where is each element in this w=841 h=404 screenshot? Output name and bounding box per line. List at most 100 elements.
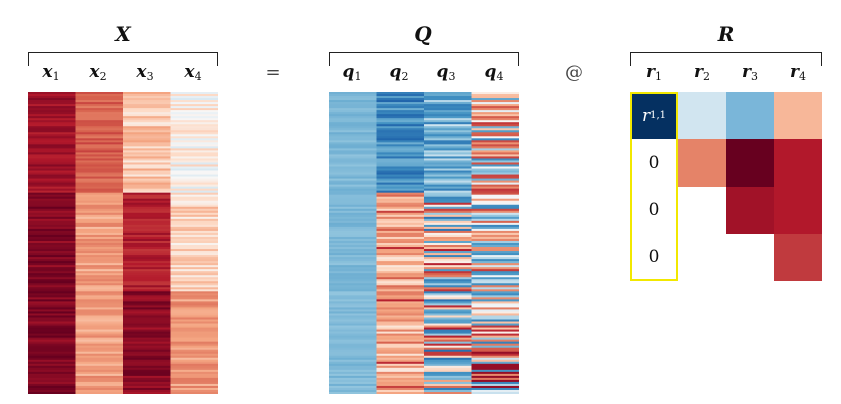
q-heatmap-stripe <box>329 295 377 298</box>
q-heatmap-stripe <box>424 305 472 308</box>
x-heatmap-stripe <box>28 220 76 224</box>
q-heatmap-stripe <box>329 214 377 218</box>
q-heatmap-stripe <box>471 150 519 153</box>
q-heatmap-stripe <box>329 198 377 202</box>
x-heatmap-stripe <box>75 341 124 345</box>
x-heatmap-stripe <box>28 297 76 300</box>
q-heatmap-stripe <box>329 243 377 246</box>
x-heatmap-stripe <box>123 353 171 357</box>
q-heatmap-stripe <box>471 174 519 177</box>
q-heatmap-stripe <box>329 168 377 171</box>
q-heatmap-stripe <box>329 200 377 204</box>
x-heatmap-stripe <box>170 168 218 171</box>
x-heatmap-stripe <box>75 214 124 218</box>
q-heatmap-stripe <box>376 144 425 147</box>
x-heatmap-stripe <box>170 118 218 121</box>
x-heatmap-stripe <box>28 210 76 214</box>
q-heatmap-stripe <box>424 369 472 373</box>
q-heatmap-stripe <box>376 373 425 377</box>
x-heatmap-stripe <box>28 176 76 179</box>
q-heatmap-stripe <box>471 377 519 381</box>
x-heatmap-stripe <box>123 259 171 262</box>
q-heatmap-stripe <box>376 92 425 95</box>
x-heatmap-stripe <box>123 391 171 394</box>
q-heatmap-stripe <box>471 240 519 244</box>
q-heatmap-stripe <box>376 224 425 228</box>
q-heatmap-stripe <box>376 289 425 292</box>
x-heatmap-stripe <box>123 180 171 183</box>
q-heatmap-stripe <box>329 389 377 393</box>
q-heatmap-stripe <box>424 192 472 196</box>
x-heatmap-stripe <box>28 261 76 264</box>
x-heatmap-stripe <box>170 238 218 242</box>
x-heatmap-stripe <box>123 228 171 232</box>
q-heatmap-stripe <box>471 134 519 137</box>
x-heatmap-stripe <box>170 104 218 107</box>
q-heatmap-stripe <box>471 345 519 349</box>
x-heatmap-stripe <box>75 124 124 127</box>
q-heatmap-stripe <box>376 335 425 339</box>
x-heatmap-stripe <box>75 317 124 320</box>
q-heatmap-stripe <box>329 259 377 262</box>
q-heatmap-stripe <box>376 158 425 161</box>
q-heatmap-stripe <box>329 126 377 129</box>
x-heatmap-stripe <box>75 313 124 316</box>
x-heatmap-stripe <box>123 190 171 194</box>
x-heatmap-stripe <box>170 122 218 125</box>
q-heatmap-stripe <box>329 261 377 264</box>
x-heatmap-stripe <box>28 144 76 147</box>
x-heatmap-stripe <box>75 353 124 357</box>
q-heatmap-stripe <box>329 136 377 139</box>
q-heatmap-stripe <box>471 230 519 234</box>
q-heatmap-stripe <box>376 287 425 290</box>
x-heatmap-stripe <box>123 146 171 149</box>
q-heatmap-stripe <box>329 273 377 276</box>
x-heatmap-stripe <box>170 389 218 393</box>
x-heatmap-stripe <box>170 208 218 212</box>
q-heatmap-stripe <box>424 128 472 131</box>
x-heatmap-stripe <box>123 331 171 334</box>
x-heatmap-stripe <box>123 269 171 272</box>
q-heatmap-stripe <box>376 369 425 373</box>
x-heatmap-stripe <box>75 236 124 240</box>
q-heatmap-stripe <box>471 118 519 121</box>
q-heatmap-stripe <box>424 281 472 284</box>
x-heatmap-stripe <box>123 263 171 266</box>
q-heatmap-stripe <box>424 319 472 322</box>
x-heatmap-stripe <box>75 285 124 288</box>
x-heatmap-stripe <box>170 299 218 302</box>
x-heatmap-stripe <box>123 345 171 349</box>
x-heatmap-stripe <box>75 176 124 179</box>
q-heatmap-stripe <box>329 234 377 238</box>
x-heatmap-stripe <box>28 321 76 324</box>
x-heatmap-stripe <box>28 267 76 270</box>
q-heatmap-stripe <box>329 102 377 105</box>
q-heatmap-stripe <box>329 349 377 353</box>
q-heatmap-stripe <box>424 291 472 294</box>
q-heatmap-stripe <box>376 200 425 204</box>
x-heatmap-stripe <box>28 391 76 394</box>
x-heatmap-stripe <box>28 100 76 103</box>
q-heatmap-stripe <box>329 247 377 250</box>
q-heatmap-stripe <box>424 108 472 111</box>
q-heatmap-stripe <box>471 383 519 387</box>
q-column-label-4: q4 <box>484 62 504 83</box>
x-heatmap-stripe <box>75 196 124 200</box>
q-heatmap-stripe <box>376 249 425 252</box>
x-heatmap-stripe <box>75 130 124 133</box>
x-heatmap-stripe <box>123 297 171 300</box>
x-heatmap-stripe <box>123 369 171 373</box>
x-heatmap-stripe <box>28 367 76 371</box>
x-heatmap-stripe <box>170 110 218 113</box>
x-heatmap-stripe <box>170 323 218 326</box>
q-heatmap-stripe <box>329 172 377 175</box>
x-heatmap-stripe <box>170 94 218 97</box>
q-heatmap-stripe <box>329 108 377 111</box>
r-column-label-1: r1 <box>646 62 662 83</box>
q-heatmap-stripe <box>376 275 425 278</box>
q-heatmap-stripe <box>424 228 472 232</box>
q-heatmap-stripe <box>424 234 472 238</box>
x-heatmap-stripe <box>123 240 171 244</box>
q-heatmap-stripe <box>329 118 377 121</box>
x-heatmap-stripe <box>28 162 76 165</box>
